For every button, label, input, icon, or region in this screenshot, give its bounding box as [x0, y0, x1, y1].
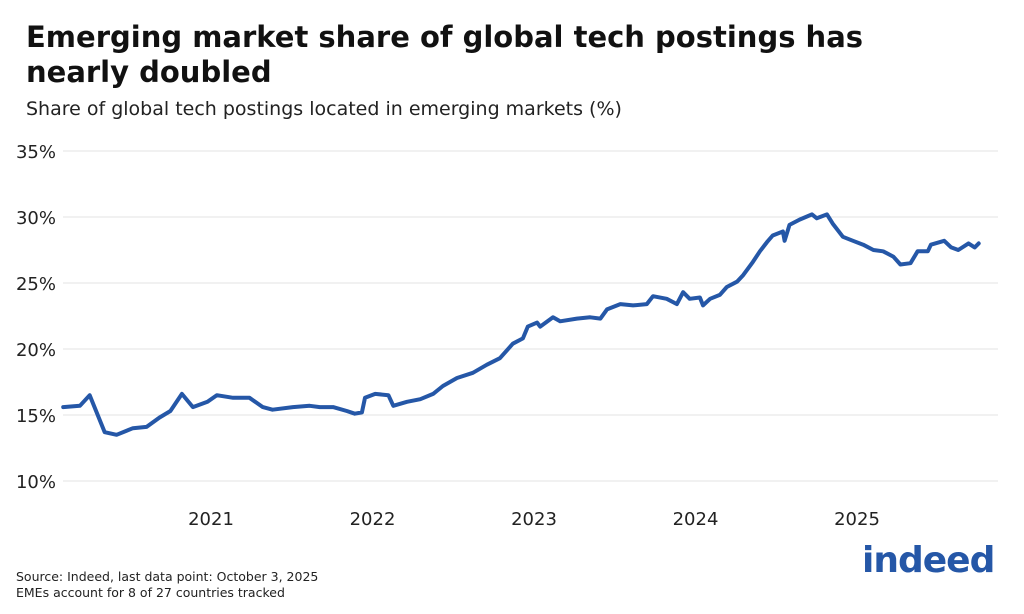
y-tick-label: 20% — [16, 340, 56, 361]
gridlines — [63, 150, 998, 482]
x-tick-label: 2021 — [188, 509, 234, 530]
footnote: EMEs account for 8 of 27 countries track… — [16, 585, 285, 600]
indeed-logo: indeed — [862, 540, 995, 581]
y-tick-label: 30% — [16, 208, 56, 229]
series-lines — [61, 212, 981, 437]
logo-text: indeed — [862, 540, 995, 581]
y-tick-label: 25% — [16, 274, 56, 295]
y-tick-label: 15% — [16, 406, 56, 427]
x-tick-label: 2025 — [834, 509, 880, 530]
chart-subtitle: Share of global tech postings located in… — [26, 98, 622, 120]
x-axis-ticks: 2021 2022 2023 2024 2025 — [188, 509, 880, 530]
source-note: Source: Indeed, last data point: October… — [16, 569, 319, 584]
x-tick-label: 2023 — [511, 509, 557, 530]
x-tick-label: 2022 — [350, 509, 396, 530]
series-line — [61, 212, 981, 437]
x-tick-label: 2024 — [673, 509, 719, 530]
y-axis-ticks: 10% 15% 20% 25% 30% 35% — [16, 142, 56, 493]
chart-title: Emerging market share of global tech pos… — [26, 20, 864, 89]
y-tick-label: 35% — [16, 142, 56, 163]
y-tick-label: 10% — [16, 472, 56, 493]
